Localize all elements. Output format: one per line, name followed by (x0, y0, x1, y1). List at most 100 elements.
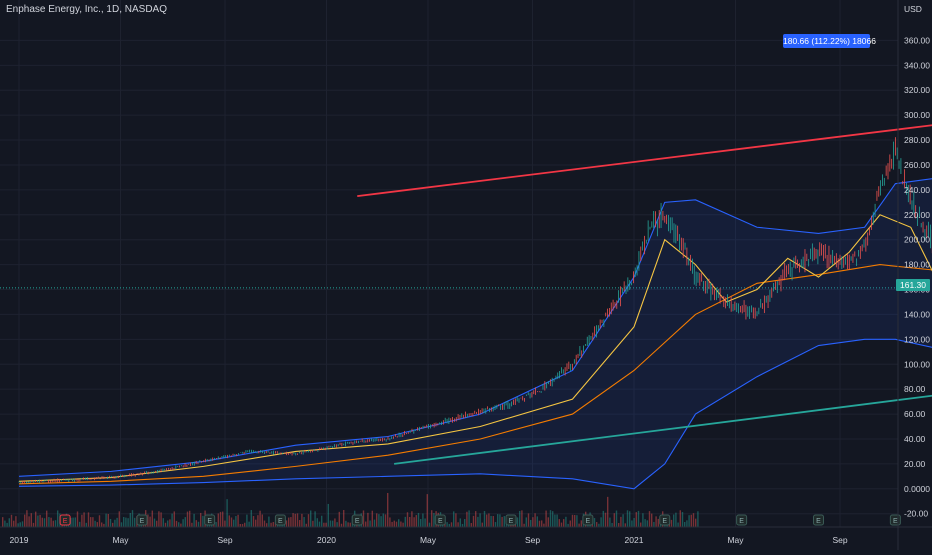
volume-bar (479, 513, 481, 527)
volume-bar (448, 523, 450, 527)
earnings-marker-icon[interactable] (274, 514, 286, 526)
volume-bar (151, 510, 153, 527)
earnings-marker-icon[interactable] (136, 514, 148, 526)
volume-bar (17, 523, 19, 527)
volume-bar (560, 522, 563, 527)
volume-bar (81, 514, 83, 527)
earnings-marker-icon[interactable] (813, 514, 824, 526)
volume-bar (156, 520, 158, 527)
volume-bar (285, 520, 288, 527)
volume-bar (266, 523, 268, 527)
earnings-marker-glyph: E (278, 518, 283, 525)
earnings-marker-icon[interactable] (59, 514, 71, 526)
volume-bar (37, 515, 39, 527)
earnings-marker-icon[interactable] (659, 514, 671, 526)
volume-bar (653, 521, 655, 527)
volume-bar (268, 516, 270, 527)
volume-bar (497, 514, 499, 527)
volume-bar (98, 515, 101, 527)
volume-bar (611, 522, 613, 527)
volume-bar (255, 519, 257, 527)
volume-bar (305, 523, 307, 527)
volume-bar (633, 518, 635, 527)
volume-bar (107, 513, 109, 527)
volume-bar (10, 514, 13, 527)
last-price-tag: 161.30 (896, 279, 930, 291)
volume-bar (446, 522, 448, 527)
currency-label[interactable]: USD (904, 4, 922, 14)
earnings-marker-icon[interactable] (505, 514, 517, 526)
earnings-markers[interactable]: EEEEEEEEEEEEEEEEEEE (59, 514, 932, 526)
price-axis[interactable]: -20.00 0.0000 20.00 40.00 60.00 80.00 100.00 12… (897, 0, 930, 550)
moving-averages (18, 214, 932, 485)
earnings-marker-icon[interactable] (736, 514, 748, 526)
volume-bar (365, 521, 367, 527)
volume-bar (602, 510, 604, 527)
support-trendline[interactable] (394, 293, 932, 465)
resistance-trendline[interactable] (357, 25, 932, 198)
volume-bar (316, 518, 318, 527)
volume-bar (697, 511, 699, 527)
earnings-marker-icon[interactable] (582, 514, 594, 526)
volume-bar (343, 510, 345, 527)
volume-bar (677, 522, 679, 527)
earnings-marker-icon[interactable] (204, 514, 216, 526)
volume-bar (39, 514, 41, 527)
volume-bar (391, 521, 393, 527)
volume-bar (648, 511, 651, 527)
volume-bar (453, 511, 455, 527)
volume-bar (239, 523, 241, 527)
volume-bar (134, 517, 136, 527)
volume-bar (314, 511, 316, 527)
earnings-marker-icon[interactable] (351, 514, 363, 526)
volume-bar (681, 512, 684, 527)
volume-bar (593, 518, 596, 527)
earnings-marker-icon[interactable] (434, 514, 446, 526)
volume-bar (35, 511, 37, 527)
volume-bar (395, 521, 398, 527)
time-axis[interactable]: 2019MaySep2020MaySep2021MaySep2022MaySep… (0, 526, 932, 545)
x-tick-label: 2019 (10, 535, 29, 545)
volume-bar (472, 515, 475, 527)
volume-bar (186, 511, 189, 527)
volume-bar (580, 520, 582, 527)
volume-bar (387, 492, 389, 527)
volume-bar (598, 523, 600, 527)
volume-bar (692, 513, 695, 527)
volume-bar (618, 523, 620, 527)
earnings-marker-glyph: E (207, 518, 212, 525)
x-tick-label: May (420, 535, 437, 545)
trendlines[interactable] (357, 25, 932, 465)
volume-bar (197, 521, 200, 527)
volume-bar (402, 522, 404, 527)
volume-bar (646, 520, 648, 527)
volume-bar (688, 515, 690, 527)
volume-bar (547, 517, 549, 527)
volume-bar (369, 520, 371, 527)
volume-bar (455, 513, 457, 527)
volume-bar (193, 513, 195, 527)
volume-bar (4, 520, 6, 527)
volume-bar (94, 520, 96, 527)
volume-bar (202, 515, 204, 527)
volume-bar (545, 510, 547, 527)
earnings-marker-glyph: E (438, 518, 443, 525)
volume-bar (171, 513, 173, 527)
grid-lines (0, 0, 898, 527)
x-tick-label: May (112, 535, 129, 545)
volume-bar (19, 522, 21, 527)
y-tick-label: 140.00 (904, 309, 930, 319)
y-tick-label: 20.00 (904, 459, 926, 469)
volume-bar (338, 511, 340, 527)
volume-bar (642, 513, 644, 527)
volume-bar (332, 520, 334, 527)
volume-bar (673, 514, 675, 527)
x-tick-label: May (727, 535, 744, 545)
volume-bar (422, 513, 424, 527)
volume-bar (307, 514, 310, 527)
earnings-marker-glyph: E (355, 518, 360, 525)
volume-bar (318, 521, 321, 527)
y-tick-label: 300.00 (904, 110, 930, 120)
